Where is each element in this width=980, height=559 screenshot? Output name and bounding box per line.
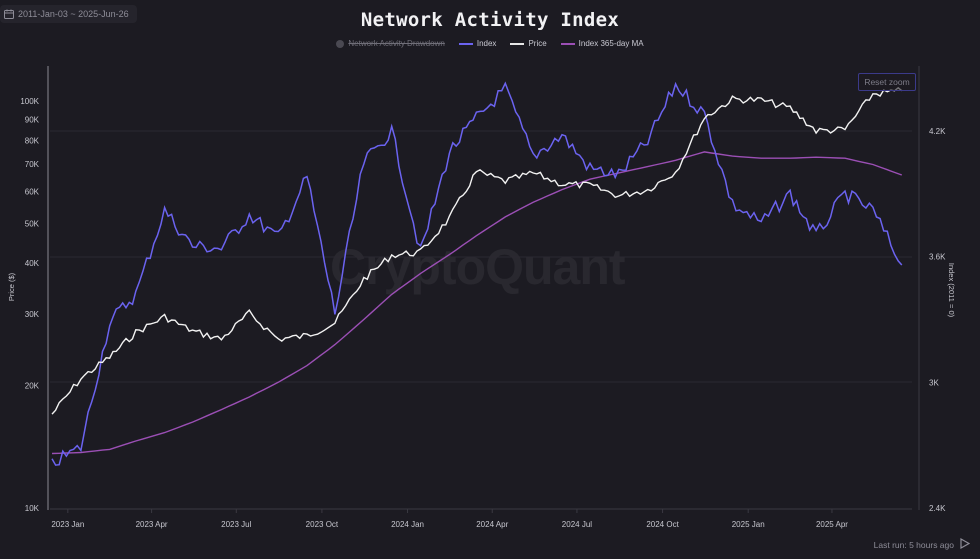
right-tick-label: 4.2K: [929, 127, 946, 136]
left-tick-label: 10K: [25, 504, 40, 513]
x-tick-label: 2023 Oct: [306, 520, 339, 529]
right-tick-label: 3.6K: [929, 253, 946, 262]
x-tick-label: 2023 Apr: [136, 520, 168, 529]
x-tick-label: 2025 Apr: [816, 520, 848, 529]
x-tick-label: 2024 Apr: [476, 520, 508, 529]
x-axis-ticks: 2023 Jan 2023 Apr 2023 Jul 2023 Oct 2024 Jan…: [51, 509, 848, 529]
x-tick-label: 2023 Jan: [51, 520, 84, 529]
legend-line-icon: [510, 42, 525, 45]
right-axis-title: Index (2011 = 0): [947, 263, 956, 318]
last-run-status: Last run: 5 hours ago: [873, 537, 971, 551]
play-icon[interactable]: [960, 537, 971, 551]
left-tick-label: 90K: [25, 116, 40, 125]
x-tick-label: 2024 Jul: [562, 520, 592, 529]
legend-label: Index: [476, 39, 497, 48]
x-tick-label: 2025 Jan: [732, 520, 765, 529]
chart-legend: Network Activity Drawdown Index Price In…: [0, 39, 980, 48]
index-series-line: [51, 81, 903, 466]
ma-series-line: [51, 151, 903, 455]
left-axis-title: Price ($): [7, 272, 16, 301]
date-range-picker[interactable]: 2011-Jan-03 ~ 2025-Jun-26: [0, 5, 137, 23]
left-tick-label: 30K: [25, 310, 40, 319]
left-tick-label: 50K: [25, 220, 40, 229]
left-tick-label: 40K: [25, 259, 40, 268]
legend-line-icon: [458, 42, 473, 45]
left-tick-label: 100K: [20, 97, 39, 106]
legend-item-ma[interactable]: Index 365-day MA: [560, 39, 644, 48]
right-tick-label: 3K: [929, 378, 939, 387]
legend-line-icon: [560, 42, 575, 45]
last-run-label: Last run: 5 hours ago: [873, 539, 954, 550]
calendar-icon: [4, 9, 14, 19]
reset-zoom-button[interactable]: Reset zoom: [858, 73, 916, 91]
legend-item-drawdown[interactable]: Network Activity Drawdown: [336, 39, 445, 48]
left-tick-label: 60K: [25, 187, 40, 196]
legend-item-index[interactable]: Index: [458, 39, 497, 48]
x-tick-label: 2024 Oct: [646, 520, 679, 529]
right-axis-ticks: 4.2K 3.6K 3K 2.4K: [929, 127, 946, 513]
legend-item-price[interactable]: Price: [510, 39, 547, 48]
x-tick-label: 2023 Jul: [221, 520, 251, 529]
legend-label: Index 365-day MA: [578, 39, 644, 48]
left-tick-label: 70K: [25, 160, 40, 169]
legend-label: Network Activity Drawdown: [348, 39, 445, 48]
chart-title: Network Activity Index: [360, 9, 620, 31]
right-tick-label: 2.4K: [929, 504, 946, 513]
left-tick-label: 80K: [25, 136, 40, 145]
price-series-line: [51, 86, 903, 415]
legend-dot-icon: [336, 39, 345, 48]
date-range-label: 2011-Jan-03 ~ 2025-Jun-26: [18, 9, 129, 19]
grid: [50, 130, 912, 383]
left-axis-ticks: 100K 90K 80K 70K 60K 50K 40K 30K 20K 10K: [20, 97, 39, 513]
left-tick-label: 20K: [25, 381, 40, 390]
legend-label: Price: [528, 39, 547, 48]
x-tick-label: 2024 Jan: [391, 520, 424, 529]
